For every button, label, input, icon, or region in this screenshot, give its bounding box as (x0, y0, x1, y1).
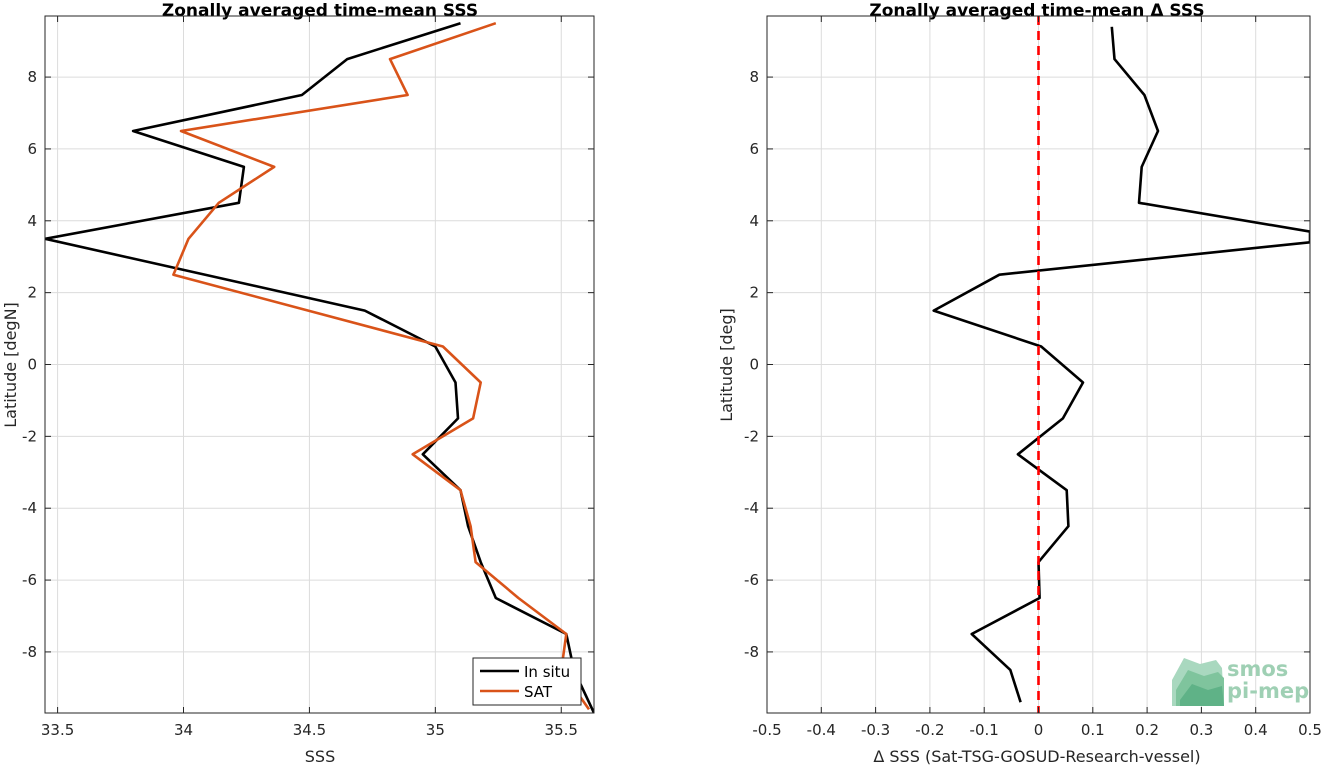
y-tick-label: 8 (27, 68, 37, 86)
x-tick-label: -0.4 (807, 721, 836, 739)
y-tick-label: 8 (749, 68, 759, 86)
x-axis-label: Δ SSS (Sat-TSG-GOSUD-Research-vessel) (873, 747, 1200, 765)
y-tick-label: -4 (744, 499, 759, 517)
x-tick-label: 0 (1034, 721, 1044, 739)
x-tick-label: -0.1 (970, 721, 999, 739)
x-tick-label: 0.1 (1081, 721, 1105, 739)
x-tick-label: -0.2 (915, 721, 944, 739)
smos-pi-mep-logo: smos pi-mep (1172, 657, 1309, 706)
sss-profile-chart: Zonally averaged time-mean SSS 33.5 34 34.… (1, 1, 595, 765)
grid (45, 16, 594, 713)
y-tick-label: -6 (744, 571, 759, 589)
legend: In situ SAT (472, 657, 582, 706)
y-tick-label: 2 (27, 284, 37, 302)
y-tick-label: -2 (22, 427, 37, 445)
legend-label-in-situ: In situ (524, 663, 570, 681)
x-tick-label: 34 (174, 721, 193, 739)
y-tick-label: 0 (27, 356, 37, 374)
series-line-in-situ (45, 21, 594, 713)
y-tick-label: -6 (22, 571, 37, 589)
tick-labels: -0.5 -0.4 -0.3 -0.2 -0.1 0 0.1 0.2 0.3 0.4 0.5 8 6 4 2… (744, 16, 1322, 739)
tick-labels: 33.5 34 34.5 35 35.5 8 6 4 2 0 -2 -4 -6 -8 (22, 16, 594, 739)
x-tick-label: -0.3 (861, 721, 890, 739)
logo-text-smos: smos (1227, 657, 1288, 681)
y-tick-label: -2 (744, 427, 759, 445)
y-tick-label: 4 (749, 212, 759, 230)
y-tick-label: -8 (744, 643, 759, 661)
legend-label-sat: SAT (524, 683, 553, 701)
legend-box (472, 657, 582, 706)
series-lines (932, 16, 1310, 713)
y-tick-label: 4 (27, 212, 37, 230)
y-tick-label: 6 (749, 140, 759, 158)
logo-text-pi-mep: pi-mep (1227, 679, 1309, 703)
y-tick-label: -8 (22, 643, 37, 661)
x-tick-label: 0.4 (1244, 721, 1268, 739)
y-tick-label: 6 (27, 140, 37, 158)
x-tick-label: -0.5 (752, 721, 781, 739)
logo-mark-front (1180, 684, 1224, 706)
x-tick-label: 0.2 (1135, 721, 1159, 739)
chart-title: Zonally averaged time-mean Δ SSS (869, 1, 1204, 21)
y-axis-label: Latitude [deg] (717, 308, 736, 422)
x-tick-label: 35.5 (545, 721, 578, 739)
x-axis-label: SSS (305, 747, 335, 765)
chart-title: Zonally averaged time-mean SSS (162, 1, 478, 21)
y-tick-label: -4 (22, 499, 37, 517)
x-tick-label: 35 (426, 721, 445, 739)
series-line-sat (172, 21, 591, 711)
delta-sss-profile-chart: Zonally averaged time-mean Δ SSS smos pi… (717, 1, 1322, 765)
y-tick-label: 0 (749, 356, 759, 374)
series-lines (45, 21, 594, 713)
x-tick-label: 0.3 (1189, 721, 1213, 739)
x-tick-label: 33.5 (41, 721, 74, 739)
y-tick-label: 2 (749, 284, 759, 302)
y-axis-label: Latitude [degN] (1, 302, 20, 428)
x-tick-label: 34.5 (293, 721, 326, 739)
x-tick-label: 0.5 (1298, 721, 1322, 739)
